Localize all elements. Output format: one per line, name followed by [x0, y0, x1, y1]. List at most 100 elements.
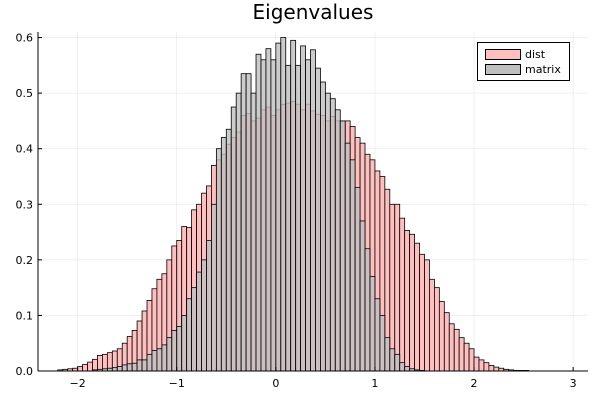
bar-matrix [111, 367, 118, 372]
legend-swatch-dist [485, 49, 521, 60]
bar-dist [92, 358, 98, 372]
bar-matrix [399, 362, 406, 372]
bar-matrix [305, 59, 311, 372]
bar-matrix [240, 73, 247, 372]
bar-dist [458, 337, 465, 372]
bar-matrix [379, 315, 386, 372]
bar-dist [414, 242, 420, 372]
bar-matrix [339, 120, 346, 372]
bar-matrix [225, 128, 232, 372]
y-tick-label: 0.0 [16, 365, 34, 378]
legend-item-matrix: matrix [485, 63, 561, 76]
bar-dist [389, 203, 396, 372]
bar-dist [463, 342, 470, 372]
bar-dist [87, 361, 93, 372]
bar-matrix [359, 220, 366, 372]
bar-dist [443, 312, 450, 372]
chart-title: Eigenvalues [252, 0, 374, 24]
bar-matrix [126, 363, 133, 372]
bar-matrix [131, 362, 138, 372]
bar-dist [399, 217, 406, 372]
bar-matrix [186, 298, 193, 372]
y-tick-label: 0.3 [16, 198, 34, 211]
bar-matrix [220, 137, 227, 372]
x-tick-label: 0 [272, 377, 279, 390]
bar-matrix [389, 348, 396, 372]
legend-label-matrix: matrix [525, 63, 561, 76]
legend-item-dist: dist [485, 48, 545, 61]
x-tick-label: 2 [471, 377, 478, 390]
x-tick-label: 1 [371, 377, 378, 390]
bar-dist [77, 366, 83, 372]
bar-matrix [384, 337, 391, 372]
y-tick-label: 0.4 [16, 143, 34, 156]
bar-matrix [151, 350, 158, 372]
bar-matrix [320, 81, 326, 372]
bar-dist [97, 355, 103, 372]
bar-dist [82, 363, 88, 372]
bar-dist [419, 253, 425, 372]
y-tick-label: 0.2 [16, 254, 34, 267]
bar-matrix [334, 109, 341, 372]
bar-matrix [116, 366, 123, 372]
bar-matrix [285, 64, 292, 372]
bar-matrix [364, 248, 371, 372]
bar-matrix [255, 53, 262, 372]
legend: dist matrix [477, 42, 570, 81]
bar-matrix [275, 42, 282, 372]
legend-label-dist: dist [525, 48, 546, 61]
bar-matrix [394, 353, 401, 372]
axes [37, 32, 588, 372]
bar-dist [438, 301, 445, 372]
bar-matrix [181, 315, 188, 372]
bar-matrix [310, 49, 316, 372]
y-tick-label: 0.5 [16, 87, 34, 100]
bar-matrix [270, 59, 277, 372]
x-tick-label: 3 [570, 377, 577, 390]
bar-matrix [215, 148, 222, 372]
bar-matrix [121, 364, 128, 372]
bar-matrix [196, 271, 202, 372]
bar-dist [394, 203, 401, 372]
bar-matrix [344, 142, 351, 372]
bar-matrix [235, 92, 242, 372]
bar-dist [433, 287, 440, 372]
legend-swatch-matrix [485, 64, 521, 75]
bar-dist [424, 259, 430, 372]
tick-labels: −2 −1 0 1 2 3 0.0 0.1 0.2 0.3 0.4 0.5 0.6 [16, 32, 577, 390]
bar-matrix [290, 39, 297, 372]
bar-matrix [136, 359, 143, 372]
bar-matrix [374, 298, 381, 372]
bar-matrix [191, 287, 197, 372]
bar-matrix [250, 92, 257, 372]
bar-matrix [245, 73, 252, 372]
bar-matrix [295, 64, 302, 372]
bar-dist [448, 323, 455, 372]
bar-matrix [300, 45, 306, 372]
bar-matrix [280, 37, 287, 372]
x-tick-label: −2 [70, 377, 86, 390]
bar-matrix [354, 187, 361, 372]
bar-matrix [324, 92, 331, 372]
bar-matrix [141, 359, 148, 372]
bar-matrix [146, 353, 153, 372]
bar-matrix [315, 67, 321, 372]
bar-matrix [156, 348, 163, 372]
bar-matrix [369, 276, 376, 372]
bar-matrix [404, 366, 411, 372]
bar-dist [493, 366, 500, 372]
bar-matrix [349, 159, 356, 372]
bar-dist [473, 356, 480, 372]
bar-matrix [166, 337, 173, 372]
bar-dist [478, 359, 485, 372]
bar-matrix [329, 98, 336, 372]
bar-matrix [176, 326, 183, 372]
bar-matrix [201, 259, 207, 372]
y-tick-label: 0.1 [16, 309, 34, 322]
bar-dist [404, 229, 411, 372]
bar-matrix [211, 203, 217, 372]
bar-dist [429, 278, 435, 372]
bar-matrix [265, 48, 272, 372]
